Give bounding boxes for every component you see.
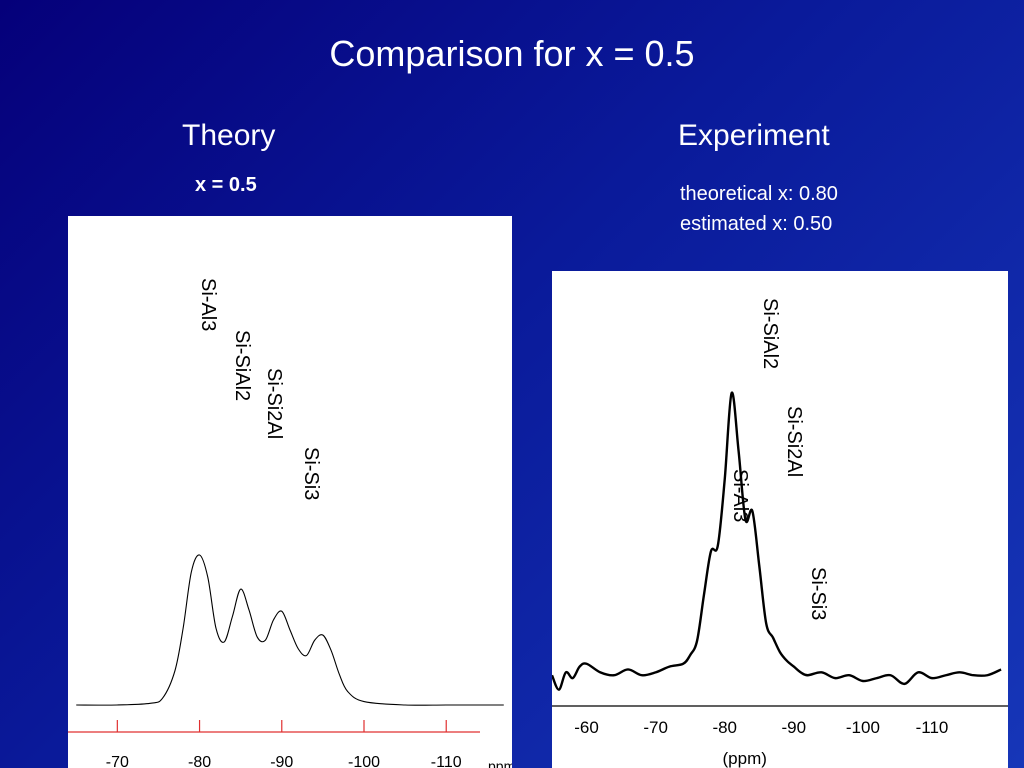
peak-label: Si-Si3: [300, 447, 322, 500]
x-tick-label: -80: [188, 754, 211, 768]
x-tick-label: -80: [712, 718, 737, 737]
experiment-note-theoretical: theoretical x: 0.80: [680, 183, 838, 205]
x-axis-label: (ppm): [723, 749, 767, 768]
experiment-note-estimated: estimated x: 0.50: [680, 213, 833, 235]
peak-label: Si-SiAl2: [759, 298, 781, 369]
experiment-chart-panel: -60 -70 -80 -90 -100 -110 (ppm) Si-SiAl2 Si-Si2A…: [552, 271, 1008, 768]
theory-chart: -70 -80 -90 -100 -110 ppm Si-Al3 Si-SiAl2 Si-Si2…: [68, 278, 512, 768]
x-axis-unit: ppm: [488, 758, 512, 768]
peak-label: Si-Al3: [729, 469, 751, 522]
spectrum-line: [76, 554, 504, 706]
peak-label: Si-SiAl2: [231, 330, 253, 401]
peak-label: Si-Si3: [807, 567, 829, 620]
x-tick-label: -60: [574, 718, 599, 737]
x-tick-label: -70: [106, 754, 129, 768]
x-tick-label: -100: [846, 718, 880, 737]
theory-heading: Theory: [182, 119, 276, 152]
x-tick-label: -90: [782, 718, 807, 737]
slide-title: Comparison for x = 0.5: [329, 33, 695, 74]
experiment-heading: Experiment: [678, 119, 830, 152]
experiment-chart: -60 -70 -80 -90 -100 -110 (ppm) Si-SiAl2 Si-Si2A…: [552, 298, 1008, 768]
x-tick-label: -100: [348, 754, 380, 768]
peak-label: Si-Si2Al: [783, 406, 805, 477]
peak-label: Si-Al3: [197, 278, 219, 331]
spectrum-line: [552, 391, 1002, 691]
theory-chart-panel: -70 -80 -90 -100 -110 ppm Si-Al3 Si-SiAl2 Si-Si2…: [68, 216, 512, 768]
x-tick-label: -110: [916, 718, 949, 737]
peak-label: Si-Si2Al: [263, 368, 285, 439]
theory-subtitle: x = 0.5: [195, 174, 257, 196]
x-tick-label: -110: [431, 754, 462, 768]
x-tick-label: -90: [270, 754, 293, 768]
x-tick-label: -70: [643, 718, 668, 737]
